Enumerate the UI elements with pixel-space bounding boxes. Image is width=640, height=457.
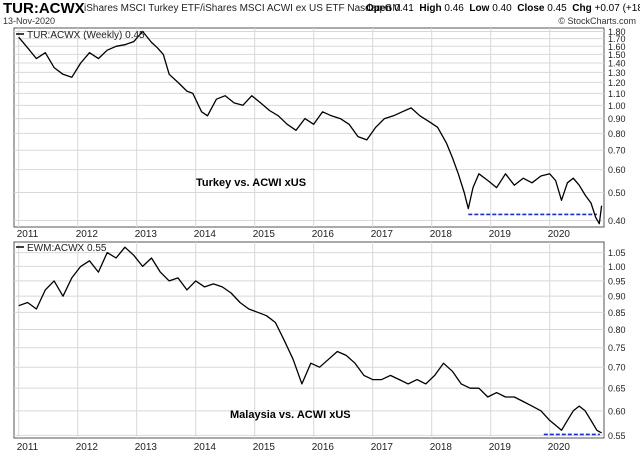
y-tick-label: 1.50	[608, 50, 626, 60]
x-tick-label: 2016	[312, 442, 335, 453]
x-tick-label: 2014	[194, 442, 217, 453]
y-tick-label: 0.60	[608, 165, 626, 175]
chart-date: 13-Nov-2020	[3, 16, 56, 26]
x-tick-label: 2011	[17, 229, 39, 240]
y-tick-label: 0.60	[608, 406, 626, 416]
chart-annotation: Turkey vs. ACWI xUS	[196, 177, 306, 189]
series-2-line	[18, 246, 602, 434]
y-tick-label: 1.40	[608, 59, 626, 69]
x-tick-label: 2016	[312, 229, 335, 240]
y-tick-label: 0.90	[608, 114, 626, 124]
chart-annotation: Malaysia vs. ACWI xUS	[230, 409, 351, 421]
stockcharts-credit: © StockCharts.com	[558, 16, 636, 26]
close-value: 0.45	[547, 3, 567, 14]
open-label: Open	[366, 3, 392, 14]
high-label: High	[419, 3, 442, 14]
symbol-title: TUR:ACWX	[3, 0, 85, 17]
x-tick-label: 2019	[489, 229, 512, 240]
chg-value: +0.07 (+18.00%)	[594, 3, 640, 14]
x-tick-label: 2017	[371, 229, 394, 240]
y-tick-label: 0.50	[608, 188, 626, 198]
chart-header: TUR:ACWX iShares MSCI Turkey ETF/iShares…	[0, 0, 640, 26]
chg-label: Chg	[572, 3, 592, 14]
y-tick-label: 1.60	[608, 42, 626, 52]
y-tick-label: 1.05	[608, 248, 626, 258]
y-tick-label: 0.90	[608, 292, 626, 302]
panel-2-frame	[13, 241, 605, 439]
y-tick-label: 0.55	[608, 431, 626, 441]
x-tick-label: 2015	[253, 442, 276, 453]
y-tick-label: 1.30	[608, 68, 626, 78]
legend-label: TUR:ACWX (Weekly) 0.45	[27, 30, 145, 41]
y-tick-label: 0.80	[608, 325, 626, 335]
x-tick-label: 2020	[548, 442, 571, 453]
y-tick-label: 0.70	[608, 146, 626, 156]
y-tick-label: 0.70	[608, 363, 626, 373]
x-tick-label: 2013	[135, 229, 158, 240]
x-tick-label: 2012	[76, 229, 99, 240]
high-value: 0.46	[444, 3, 464, 14]
series-1-line	[18, 30, 603, 225]
x-tick-label: 2019	[489, 442, 512, 453]
y-tick-label: 1.00	[608, 101, 626, 111]
y-tick-label: 1.70	[608, 34, 626, 44]
symbol-description: iShares MSCI Turkey ETF/iShares MSCI ACW…	[84, 3, 401, 14]
close-label: Close	[517, 3, 545, 14]
y-tick-label: 1.00	[608, 262, 626, 272]
ohlc-readout: Open 0.41 High 0.46 Low 0.40 Close 0.45 …	[366, 3, 640, 14]
low-label: Low	[469, 3, 490, 14]
low-value: 0.40	[492, 3, 512, 14]
x-tick-label: 2018	[430, 229, 453, 240]
x-tick-label: 2011	[17, 442, 39, 453]
y-tick-label: 1.20	[608, 78, 626, 88]
y-tick-label: 1.80	[608, 27, 626, 37]
x-tick-label: 2012	[76, 442, 99, 453]
y-tick-label: 0.75	[608, 343, 626, 353]
x-tick-label: 2017	[371, 442, 394, 453]
x-tick-label: 2013	[135, 442, 158, 453]
y-tick-label: 0.95	[608, 276, 626, 286]
panel-1-frame	[13, 27, 605, 228]
y-tick-label: 1.10	[608, 89, 626, 99]
x-tick-label: 2018	[430, 442, 453, 453]
x-tick-label: 2015	[253, 229, 276, 240]
open-value: 0.41	[394, 3, 414, 14]
y-tick-label: 0.40	[608, 216, 626, 226]
x-tick-label: 2020	[548, 229, 571, 240]
x-tick-label: 2014	[194, 229, 217, 240]
y-tick-label: 0.65	[608, 384, 626, 394]
legend-label: EWM:ACWX 0.55	[27, 243, 107, 254]
y-tick-label: 0.80	[608, 129, 626, 139]
y-tick-label: 0.85	[608, 308, 626, 318]
